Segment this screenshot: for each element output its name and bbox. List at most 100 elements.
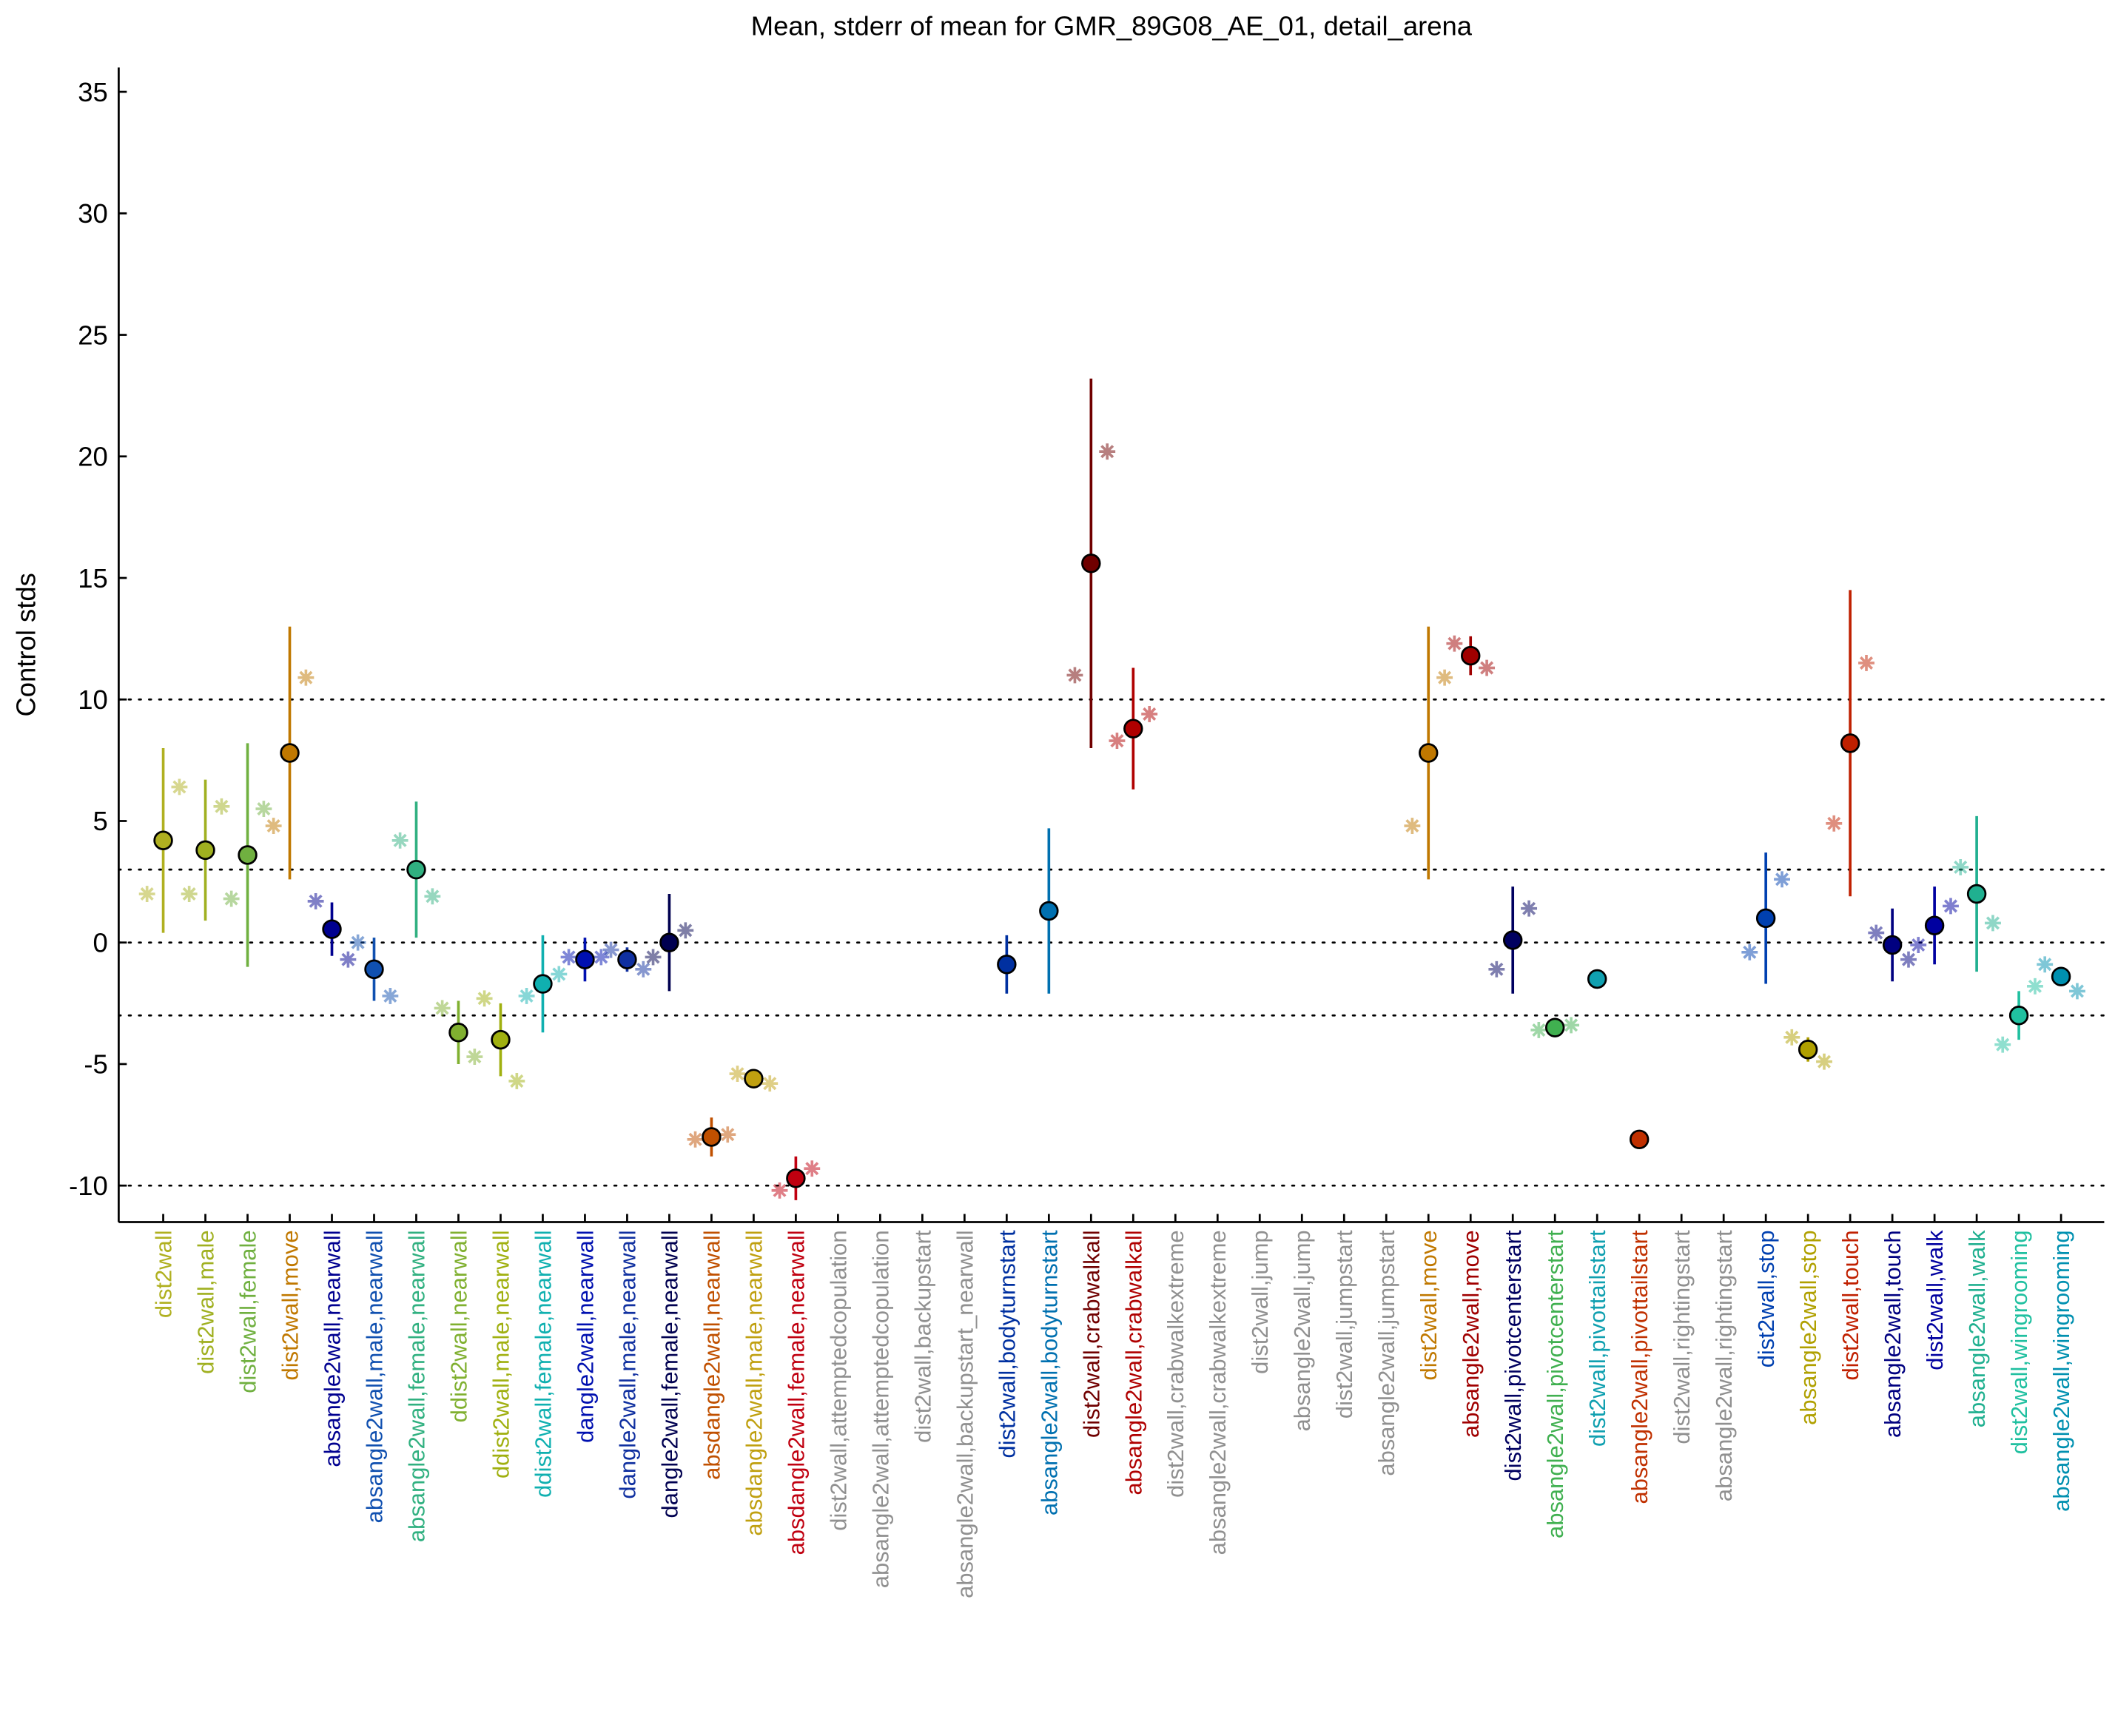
- mean-marker: [1924, 915, 1945, 935]
- star-marker: [1858, 655, 1874, 671]
- star-marker: [1141, 706, 1158, 722]
- star-marker: [677, 922, 694, 939]
- star-marker: [349, 934, 366, 951]
- star-marker: [1563, 1017, 1580, 1034]
- y-axis-label: Control stds: [10, 573, 41, 716]
- x-tick-label: absangle2wall,walk: [1964, 1230, 1990, 1427]
- mean-marker: [238, 845, 258, 865]
- star-marker: [1952, 858, 1969, 875]
- x-tick-label: absangle2wall,touch: [1880, 1230, 1906, 1438]
- y-tick-label: -5: [84, 1049, 107, 1080]
- star-marker: [1826, 815, 1843, 832]
- star-marker: [804, 1160, 821, 1177]
- star-marker: [1404, 818, 1421, 834]
- x-tick-label: dist2wall,crabwalkextreme: [1163, 1230, 1188, 1497]
- star-marker: [213, 798, 230, 815]
- x-tick-label: dangle2wall,nearwall: [572, 1230, 598, 1443]
- star-marker: [687, 1131, 704, 1148]
- x-tick-label: dist2wall,bodyturnstart: [994, 1230, 1020, 1459]
- y-tick-label: 0: [93, 927, 108, 958]
- mean-marker: [406, 859, 426, 880]
- star-marker: [382, 988, 399, 1004]
- x-tick-label: dist2wall,walk: [1922, 1230, 1948, 1370]
- star-marker: [1530, 1022, 1547, 1038]
- x-tick-label: dist2wall: [150, 1230, 176, 1318]
- x-tick-label: absangle2wall,jump: [1289, 1230, 1315, 1431]
- mean-marker: [702, 1127, 722, 1147]
- mean-marker: [1629, 1129, 1650, 1149]
- x-tick-label: dist2wall,move: [277, 1230, 303, 1380]
- star-marker: [138, 886, 155, 902]
- x-tick-label: ddist2wall,male,nearwall: [488, 1230, 514, 1478]
- mean-marker: [322, 919, 342, 939]
- x-tick-label: absangle2wall,stop: [1795, 1230, 1821, 1424]
- star-marker: [551, 966, 568, 983]
- star-marker: [307, 892, 324, 909]
- star-marker: [1099, 443, 1116, 460]
- mean-marker: [1882, 935, 1903, 955]
- star-marker: [729, 1066, 746, 1083]
- star-marker: [424, 888, 441, 905]
- x-tick-label: dist2wall,female: [235, 1230, 260, 1393]
- x-tick-label: absangle2wall,female,nearwall: [403, 1230, 429, 1542]
- x-tick-label: absdangle2wall,nearwall: [699, 1230, 724, 1479]
- star-marker: [1900, 951, 1917, 968]
- mean-marker: [1798, 1040, 1818, 1060]
- x-tick-label: dist2wall,pivottailstart: [1584, 1230, 1610, 1447]
- mean-marker: [195, 840, 215, 861]
- x-tick-label: dist2wall,move: [1416, 1230, 1442, 1380]
- mean-marker: [1081, 554, 1101, 573]
- x-tick-label: absangle2wall,pivotcenterstart: [1542, 1230, 1568, 1538]
- star-marker: [1436, 669, 1453, 686]
- mean-marker: [1966, 884, 1987, 904]
- star-marker: [1985, 915, 2001, 932]
- x-tick-label: absangle2wall,male,nearwall: [361, 1230, 387, 1523]
- star-marker: [635, 960, 652, 978]
- x-tick-label: dangle2wall,female,nearwall: [656, 1230, 682, 1518]
- star-marker: [476, 990, 493, 1007]
- x-tick-label: absangle2wall,jumpstart: [1373, 1230, 1399, 1476]
- x-tick-label: dist2wall,crabwalkall: [1078, 1230, 1104, 1438]
- x-tick-label: absdangle2wall,female,nearwall: [783, 1230, 809, 1555]
- star-marker: [1488, 960, 1505, 978]
- x-tick-label: absangle2wall,crabwalkall: [1120, 1230, 1146, 1495]
- x-tick-label: dist2wall,male: [192, 1230, 218, 1374]
- mean-marker: [1123, 719, 1143, 739]
- mean-marker: [153, 830, 173, 850]
- star-marker: [1816, 1053, 1832, 1070]
- mean-marker: [1840, 733, 1860, 753]
- star-marker: [466, 1049, 483, 1066]
- x-tick-label: dangle2wall,male,nearwall: [614, 1230, 640, 1498]
- star-marker: [2027, 978, 2043, 995]
- star-marker: [223, 890, 240, 907]
- y-tick-label: 10: [78, 684, 108, 715]
- star-marker: [719, 1126, 736, 1143]
- x-tick-label: absangle2wall,move: [1458, 1230, 1484, 1438]
- y-tick-label: 20: [78, 442, 108, 472]
- star-marker: [391, 832, 408, 849]
- x-tick-label: absangle2wall,pivottailstart: [1627, 1230, 1652, 1504]
- mean-marker: [997, 955, 1017, 975]
- mean-marker: [1544, 1017, 1565, 1037]
- y-tick-label: -10: [69, 1171, 108, 1201]
- star-marker: [1943, 898, 1959, 915]
- x-tick-label: dist2wall,wingrooming: [2006, 1230, 2032, 1454]
- mean-marker: [744, 1069, 764, 1089]
- x-tick-label: dist2wall,touch: [1837, 1230, 1863, 1380]
- star-marker: [181, 886, 198, 902]
- star-marker: [1109, 733, 1126, 750]
- star-marker: [297, 669, 315, 686]
- mean-marker: [280, 743, 300, 763]
- star-marker: [1521, 900, 1538, 917]
- star-marker: [1774, 871, 1790, 888]
- mean-marker: [1755, 908, 1776, 929]
- star-marker: [508, 1073, 525, 1089]
- star-marker: [602, 941, 619, 958]
- star-marker: [255, 801, 272, 817]
- x-tick-label: absangle2wall,bodyturnstart: [1036, 1230, 1062, 1515]
- star-marker: [771, 1182, 788, 1199]
- x-tick-label: absangle2wall,crabwalkextreme: [1205, 1230, 1231, 1555]
- star-marker: [434, 1000, 451, 1017]
